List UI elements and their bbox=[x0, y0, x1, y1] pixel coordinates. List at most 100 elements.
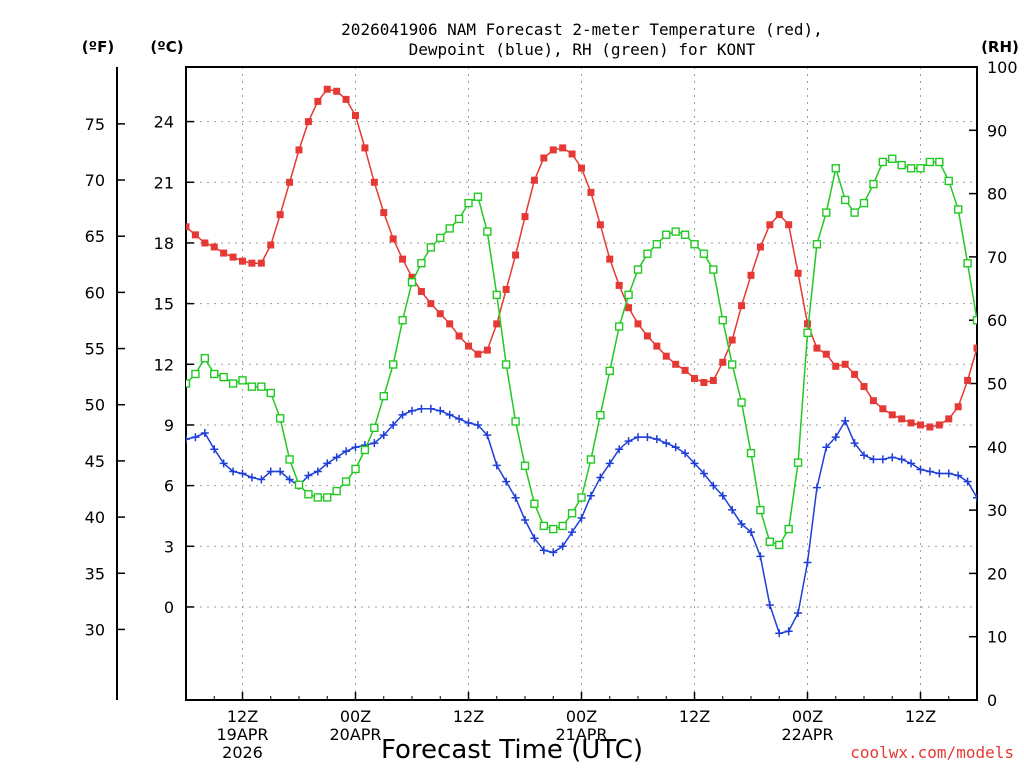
rh-point bbox=[417, 259, 426, 268]
dewpoint-point bbox=[389, 420, 398, 429]
rh-point bbox=[436, 233, 445, 243]
dewpoint-point bbox=[973, 493, 977, 502]
dewpoint-point bbox=[718, 491, 727, 500]
time-tick-label: 00Z bbox=[792, 707, 823, 726]
temperature-point bbox=[352, 112, 359, 120]
rh-point bbox=[407, 278, 417, 287]
temperature-point bbox=[295, 146, 303, 154]
dewpoint-point bbox=[643, 433, 652, 442]
dewpoint-point bbox=[878, 455, 887, 464]
dewpoint-point bbox=[530, 534, 539, 543]
rh-point bbox=[323, 493, 332, 502]
rh-point bbox=[520, 461, 530, 470]
temperature-point bbox=[267, 241, 275, 249]
temperature-point bbox=[220, 249, 228, 257]
rh-point bbox=[935, 157, 944, 167]
fahrenheit-tick-label: 60 bbox=[85, 283, 105, 302]
fahrenheit-tick-label: 70 bbox=[85, 171, 105, 190]
dewpoint-point bbox=[699, 469, 708, 478]
dewpoint-point bbox=[812, 483, 821, 492]
rh-point bbox=[398, 316, 407, 325]
temperature-point bbox=[530, 176, 538, 184]
temperature-point bbox=[898, 415, 906, 423]
temperature-point bbox=[483, 346, 491, 354]
rh-point bbox=[530, 499, 539, 508]
temperature-point bbox=[794, 269, 802, 277]
temperature-point bbox=[662, 352, 670, 360]
dewpoint-point bbox=[615, 445, 624, 454]
time-tick-label: 19APR bbox=[216, 725, 268, 744]
rh-point bbox=[944, 176, 953, 186]
temperature-point bbox=[578, 164, 585, 172]
rh-point bbox=[426, 243, 436, 252]
dewpoint-point bbox=[681, 449, 690, 458]
dewpoint-point bbox=[935, 469, 944, 478]
credit-link[interactable]: coolwx.com/models bbox=[850, 743, 1014, 762]
temperature-point bbox=[229, 253, 237, 261]
temperature-point bbox=[964, 376, 972, 384]
temperature-point bbox=[879, 405, 887, 413]
rh-point bbox=[492, 290, 501, 300]
rh-point bbox=[464, 198, 473, 208]
temperature-point bbox=[926, 423, 934, 431]
fahrenheit-tick-label: 30 bbox=[85, 620, 105, 639]
rh-point bbox=[822, 208, 831, 217]
dewpoint-point bbox=[850, 439, 859, 448]
temperature-point bbox=[512, 251, 520, 259]
time-tick-label: 12Z bbox=[679, 707, 710, 726]
grid-layer bbox=[186, 67, 977, 700]
temperature-point bbox=[323, 85, 331, 93]
rh-point bbox=[275, 414, 285, 423]
dewpoint-point bbox=[888, 453, 897, 462]
rh-tick-label: 10 bbox=[987, 628, 1007, 647]
temperature-point bbox=[766, 221, 774, 229]
temperature-point bbox=[191, 231, 199, 239]
time-tick-label: 00Z bbox=[340, 707, 371, 726]
temperature-point bbox=[427, 300, 435, 308]
dewpoint-point bbox=[568, 528, 577, 537]
temperature-point bbox=[719, 358, 727, 366]
dewpoint-point bbox=[605, 459, 614, 468]
time-tick-label: 21APR bbox=[555, 725, 607, 744]
celsius-tick-label: 15 bbox=[154, 295, 174, 314]
rh-tick-label: 0 bbox=[987, 691, 997, 710]
time-tick-label: 20APR bbox=[329, 725, 381, 744]
dewpoint-point bbox=[323, 459, 332, 468]
dewpoint-point bbox=[860, 451, 868, 460]
dewpoint-point bbox=[436, 406, 445, 415]
dewpoint-point bbox=[963, 477, 972, 486]
temperature-point bbox=[239, 257, 246, 265]
dewpoint-point bbox=[558, 542, 567, 551]
dewpoint-point bbox=[737, 520, 746, 529]
rh-point bbox=[878, 157, 888, 167]
rh-point bbox=[662, 230, 671, 239]
temperature-point bbox=[851, 370, 859, 378]
rh-point bbox=[370, 423, 379, 433]
dewpoint-point bbox=[624, 437, 633, 446]
celsius-tick-label: 6 bbox=[164, 477, 174, 496]
rh-tick-label: 50 bbox=[987, 375, 1007, 394]
dewpoint-point bbox=[690, 459, 699, 468]
rh-point bbox=[313, 493, 323, 502]
rh-tick-label: 90 bbox=[987, 121, 1007, 140]
rh-point bbox=[210, 369, 219, 379]
temperature-point bbox=[408, 273, 416, 281]
temperature-point bbox=[186, 223, 190, 231]
rh-point bbox=[709, 265, 718, 274]
temperature-point bbox=[738, 302, 746, 310]
temperature-point bbox=[804, 320, 811, 328]
rh-point bbox=[859, 198, 869, 208]
temperature-point bbox=[286, 178, 294, 186]
rh-tick-label: 70 bbox=[987, 248, 1007, 267]
temperature-point bbox=[210, 243, 218, 251]
rh-point bbox=[257, 382, 266, 391]
temperature-point bbox=[954, 403, 962, 411]
dewpoint-point bbox=[539, 546, 548, 555]
dewpoint-point bbox=[549, 548, 558, 557]
celsius-tick-label: 0 bbox=[164, 598, 174, 617]
temperature-point bbox=[521, 213, 529, 221]
dewpoint-point bbox=[784, 627, 793, 636]
temperature-point bbox=[822, 350, 830, 358]
rh-tick-label: 60 bbox=[987, 311, 1007, 330]
